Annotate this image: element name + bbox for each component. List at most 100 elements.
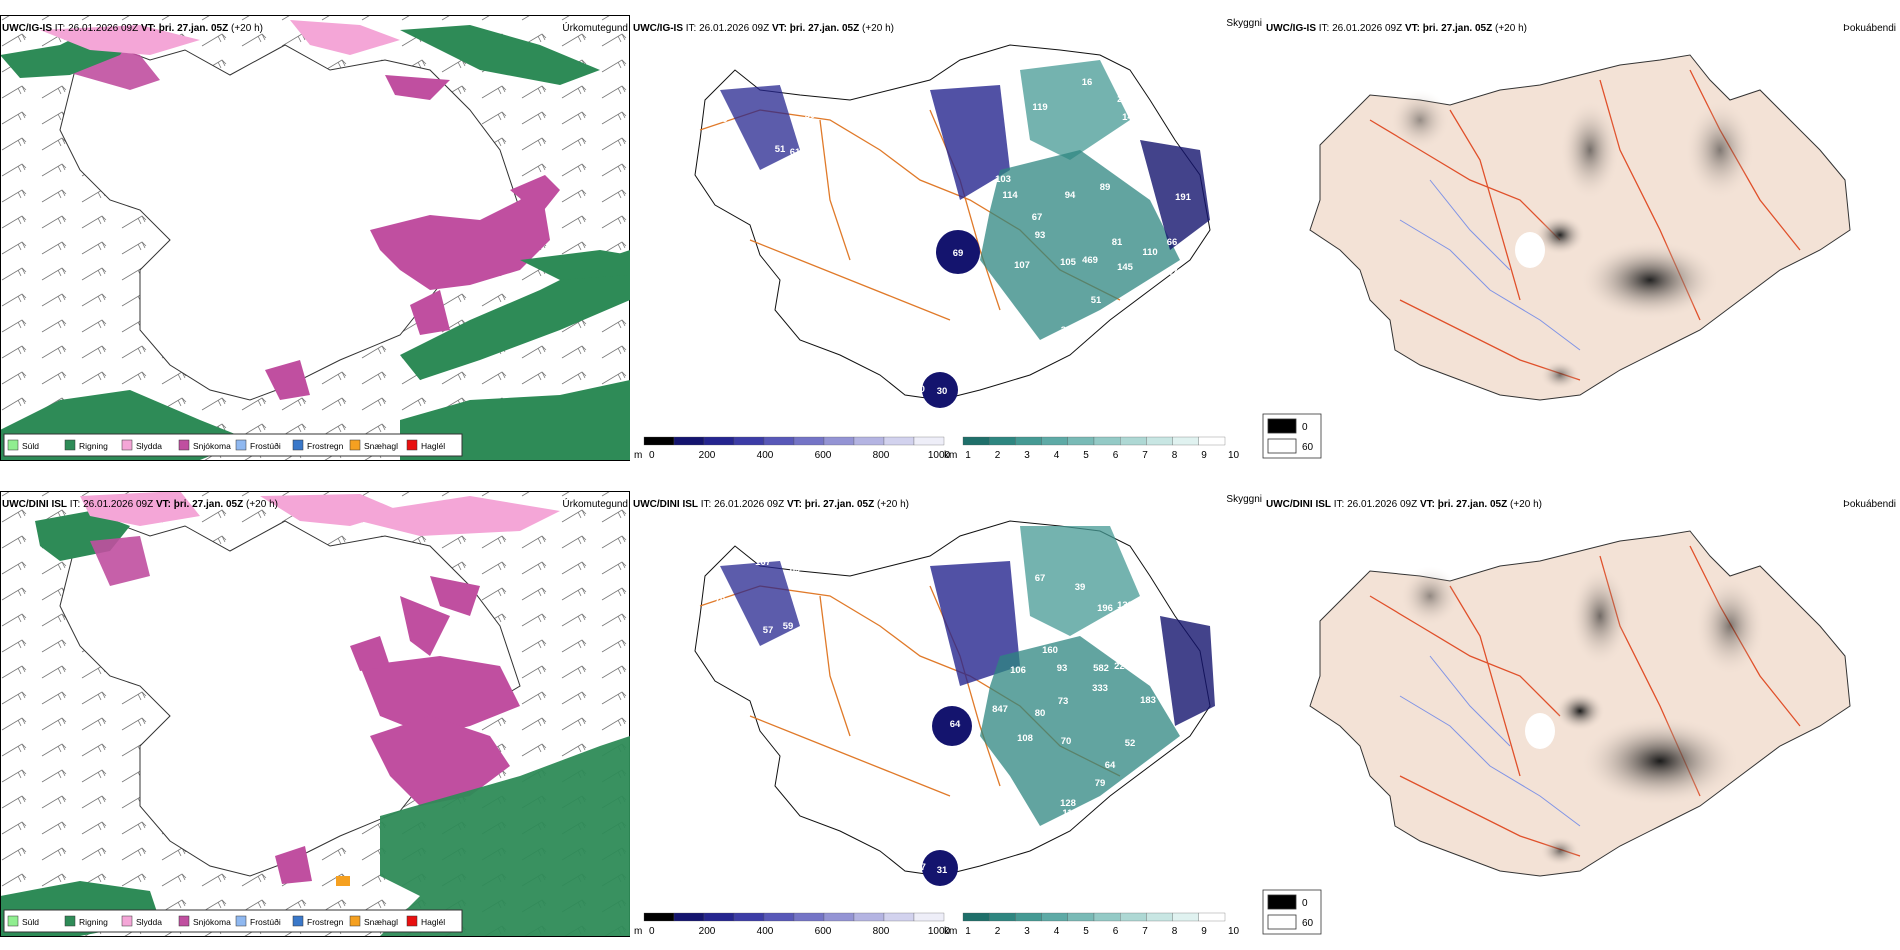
cloud-base-number: 81 [1112, 237, 1123, 248]
legend-swatch-snjókoma [178, 915, 190, 927]
colorbar-cell [913, 912, 945, 922]
svg-text:UWC/DINI ISL IT: 26.01.2026 09: UWC/DINI ISL IT: 26.01.2026 09Z VT: þri.… [1266, 499, 1542, 510]
fog-legend-label: 0 [1302, 898, 1308, 909]
legend-label: Rigning [79, 441, 108, 451]
colorbar-cell [1015, 912, 1042, 922]
panel-title-precip: Úrkomutegund [562, 497, 628, 510]
colorbar-cell [883, 912, 915, 922]
legend-swatch-rigning [64, 439, 76, 451]
panel-title-precip: Úrkomutegund [562, 21, 628, 34]
legend-swatch-súld [7, 439, 19, 451]
cloud-base-number: 100 [910, 367, 926, 378]
fog-legend: 0 60 [1262, 889, 1322, 935]
colorbar-tick: 400 [757, 926, 774, 937]
colorbar-cell [913, 436, 945, 446]
forecast-row-dini-isl: Súld Rigning Slydda Snjókoma Frostúði Frostre… [0, 491, 1896, 937]
svg-text:UWC/DINI ISL IT: 26.01.2026 09: UWC/DINI ISL IT: 26.01.2026 09Z VT: þri.… [633, 499, 909, 510]
cloud-base-number: 582 [1093, 663, 1109, 674]
cloud-base-number: 69 [953, 248, 964, 259]
fog-panel [1309, 530, 1851, 877]
colorbar-tick: 200 [699, 926, 716, 937]
cloud-base-number: 207 [727, 80, 743, 91]
colorbar-height-m: m 0 200 400 600 800 1000 [634, 436, 951, 461]
colorbar-cell [793, 436, 825, 446]
cloud-base-number: 64 [1105, 760, 1116, 771]
precip-type-panel: Súld Rigning Slydda Snjókoma Frostúði Frostre… [0, 491, 630, 937]
svg-text:UWC/IG-IS IT: 26.01.2026 09Z V: UWC/IG-IS IT: 26.01.2026 09Z VT: þri. 27… [1266, 23, 1527, 34]
cloud-base-number: 67 [1032, 212, 1043, 223]
svg-text:UWC/DINI ISL IT: 26.01.2026 09: UWC/DINI ISL IT: 26.01.2026 09Z VT: þri.… [2, 499, 278, 510]
colorbar-visibility-km: km 1 2 3 4 5 6 7 8 9 10 [944, 436, 1240, 461]
cloud-base-number: 143 [1122, 112, 1138, 123]
panel-title-fog: Þokuábendi [1843, 23, 1896, 34]
cloud-base-number: 70 [1061, 736, 1072, 747]
cloud-base-number: 39 [1075, 582, 1086, 593]
panel-title-clouds: Skyggni [1226, 18, 1262, 29]
precip-type-panel: Súld Rigning Slydda Snjókoma Frostúði Frostre… [0, 15, 630, 461]
colorbar-tick: 0 [649, 926, 655, 937]
fog-legend-label: 60 [1302, 442, 1314, 453]
colorbar-visibility-km: km 1 2 3 4 5 6 7 8 9 10 [944, 912, 1239, 937]
legend-label: Slydda [136, 441, 162, 451]
legend-label: Rigning [79, 917, 108, 927]
colorbar-cell [1120, 436, 1147, 446]
cloud-base-number: 79 [1095, 778, 1106, 789]
colorbar-tick: 0 [649, 450, 655, 461]
colorbar-cell [703, 912, 735, 922]
cloud-base-number: 67 [1035, 573, 1046, 584]
cloud-base-number: 79 [715, 595, 726, 606]
colorbar-tick: 7 [1142, 450, 1148, 461]
legend-label: Snjókoma [193, 441, 231, 451]
cloud-base-number: 75 [717, 114, 728, 125]
colorbar-cell [643, 436, 675, 446]
cloud-base-number: 106 [1010, 665, 1026, 676]
cloud-base-number: 114 [1002, 190, 1018, 201]
legend-swatch-frostregn [292, 439, 304, 451]
colorbar-tick: 200 [699, 450, 716, 461]
cloud-base-number: 76 [805, 137, 816, 148]
legend-label: Haglél [421, 441, 445, 451]
colorbar-tick: 600 [815, 450, 832, 461]
legend-label: Haglél [421, 917, 445, 927]
legend-swatch-rigning [64, 915, 76, 927]
colorbar-cell [989, 912, 1016, 922]
cloud-base-number: 66 [1167, 237, 1178, 248]
fog-legend-swatch [1267, 418, 1297, 434]
colorbar-tick: 10 [1228, 450, 1240, 461]
cloud-base-number: 167 [755, 557, 771, 568]
colorbar-unit: m [634, 450, 642, 461]
cloud-base-number: 94 [1065, 190, 1076, 201]
cloud-base-number: 847 [992, 704, 1008, 715]
legend-label: Súld [22, 917, 39, 927]
legend-swatch-haglél [406, 915, 418, 927]
cloud-base-number: 93 [1035, 230, 1046, 241]
legend-label: Frostúði [250, 917, 281, 927]
fog-legend-label: 0 [1302, 422, 1308, 433]
legend-swatch-snæhagl [349, 915, 361, 927]
cloud-base-number: 270 [1117, 94, 1133, 105]
legend-label: Snjókoma [193, 917, 231, 927]
cloud-base-number: 478 [1167, 267, 1183, 278]
fog-panel [1309, 54, 1851, 401]
cloud-base-number: 31 [937, 865, 948, 876]
colorbar-tick: 5 [1083, 926, 1089, 937]
colorbar-cell [1067, 436, 1095, 446]
cloud-base-number: 176 [1140, 664, 1156, 675]
cloud-base-number: 51 [775, 144, 786, 155]
colorbar-cell [1198, 912, 1226, 922]
cloud-base-number: 107 [1014, 260, 1030, 271]
legend-label: Slydda [136, 917, 162, 927]
colorbar-cell [1198, 436, 1226, 446]
colorbar-tick: 400 [757, 450, 774, 461]
colorbar-tick: 2 [995, 926, 1001, 937]
colorbar-cell [673, 436, 705, 446]
cloud-base-number: 35 [1061, 325, 1072, 336]
cloud-base-number: 105 [1060, 257, 1077, 268]
colorbar-tick: 8 [1172, 926, 1178, 937]
cloud-base-number: 119 [1032, 102, 1047, 113]
cloud-base-number: 205 [727, 555, 744, 566]
fog-legend: 0 60 [1262, 413, 1322, 459]
colorbar-cell [962, 912, 990, 922]
svg-text:UWC/IG-IS IT: 26.01.2026 09Z V: UWC/IG-IS IT: 26.01.2026 09Z VT: þri. 27… [633, 23, 894, 34]
cloud-base-number: 14 [873, 242, 884, 253]
